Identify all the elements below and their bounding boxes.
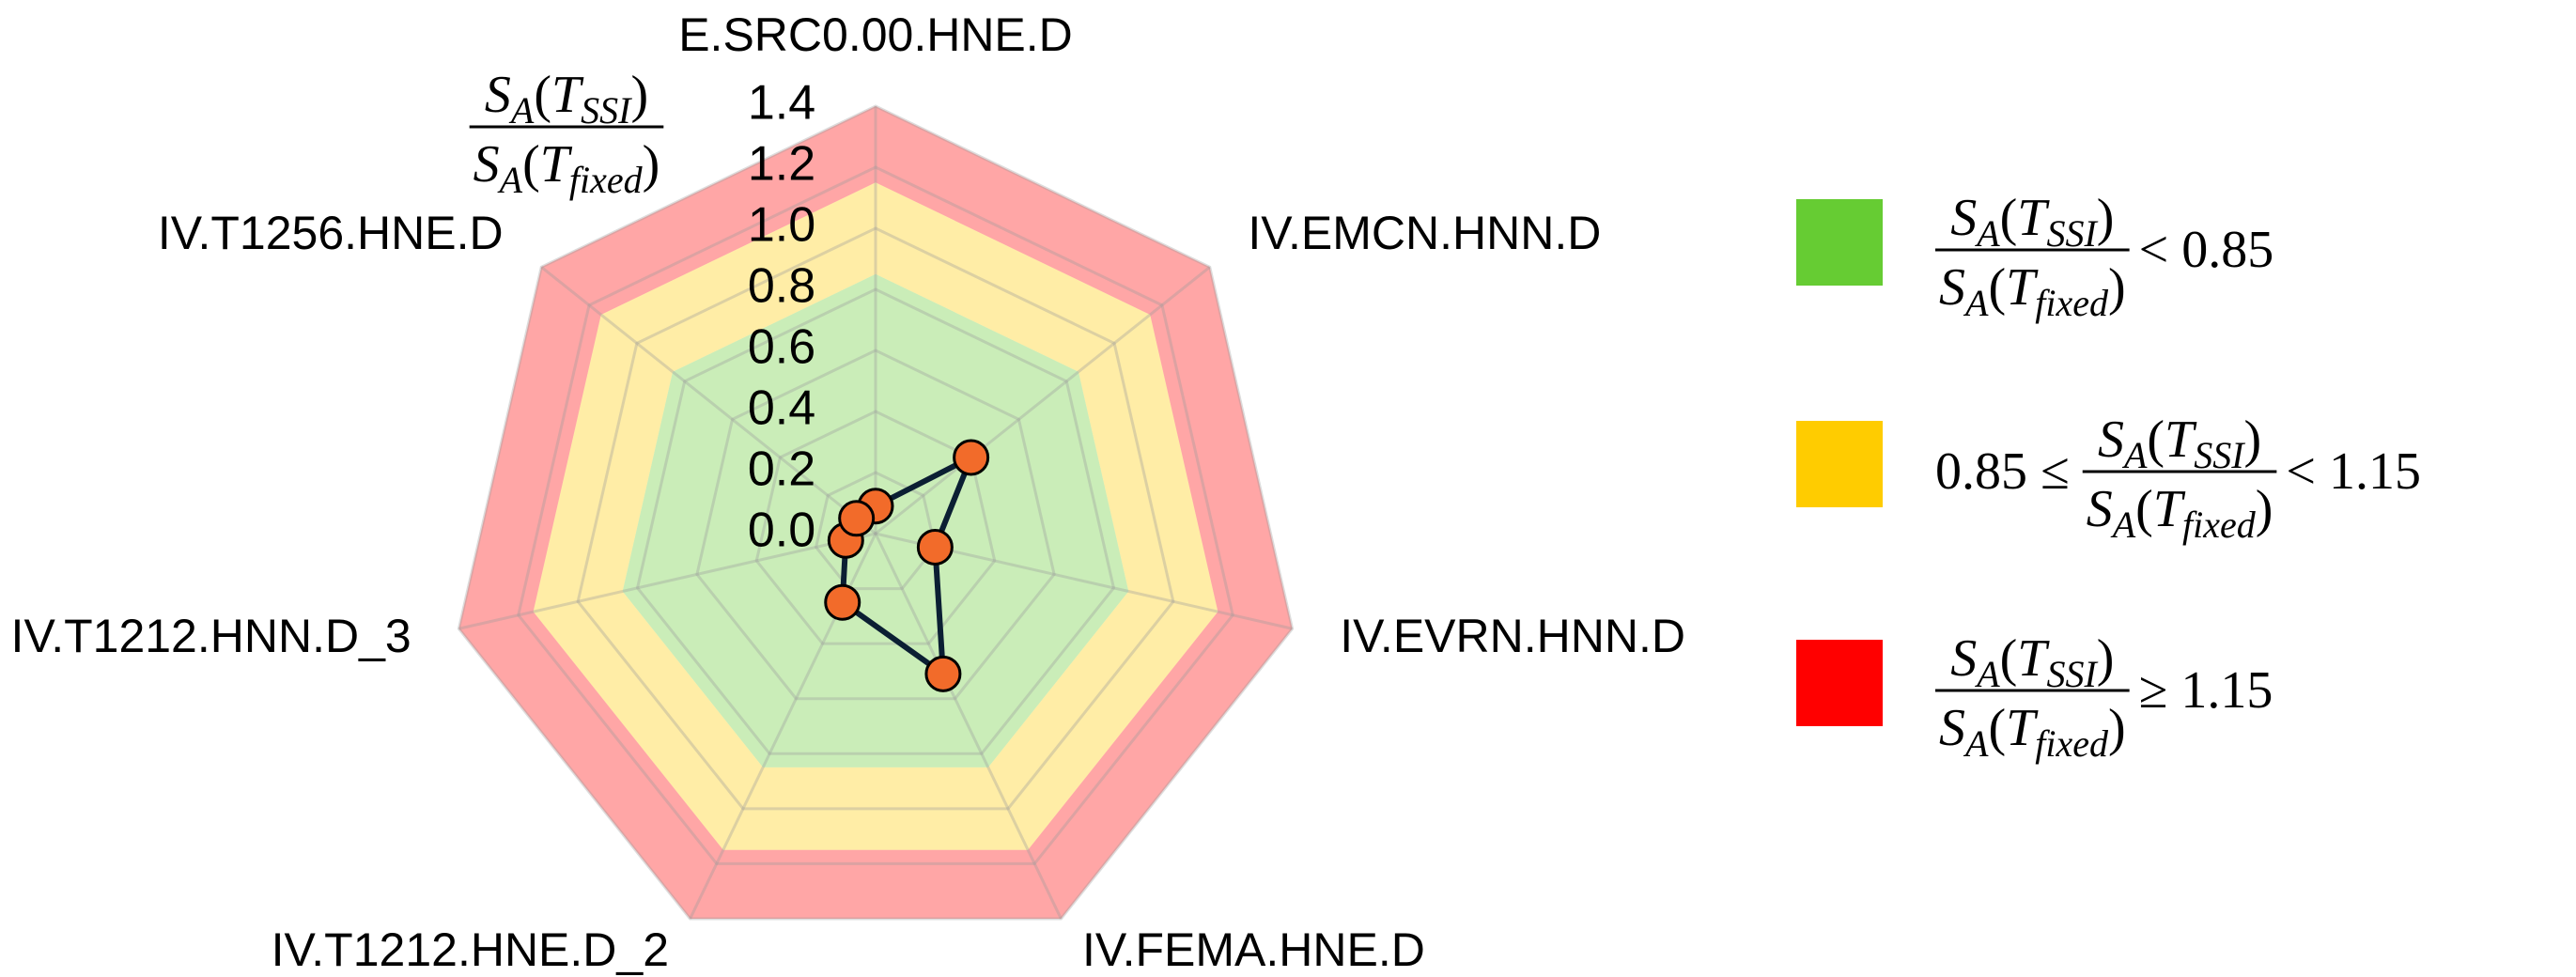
- math-part: ): [2108, 699, 2126, 757]
- r-tick-label: 1.4: [748, 76, 815, 131]
- r-tick-label: 1.2: [748, 137, 815, 192]
- math-part: (: [2000, 189, 2018, 247]
- grid-ring: [576, 226, 1175, 811]
- legend-prefix: 0.85 ≤: [1935, 442, 2070, 501]
- math-part: S: [1950, 189, 1977, 247]
- math-part: SSI: [2046, 653, 2098, 695]
- math-part: T: [540, 135, 573, 194]
- ratio-denominator: SA(Tfixed): [1939, 699, 2126, 765]
- r-tick-label: 0.0: [748, 504, 815, 558]
- r-tick-label: 0.4: [748, 381, 815, 436]
- math-part: (: [2147, 411, 2165, 469]
- data-point: [953, 439, 990, 476]
- math-part: T: [2153, 480, 2186, 538]
- grid-ring: [815, 471, 937, 591]
- math-part: ): [2097, 189, 2115, 247]
- legend-suffix: < 1.15: [2286, 442, 2421, 501]
- math-part: (: [2000, 629, 2018, 688]
- math-part: SSI: [2046, 212, 2098, 255]
- spoke: [874, 533, 1063, 920]
- math-part: fixed: [2035, 722, 2109, 765]
- math-part: S: [1939, 258, 1965, 317]
- category-label: IV.T1256.HNE.D: [158, 207, 504, 259]
- math-part: (: [522, 135, 540, 194]
- math-part: fixed: [2035, 282, 2109, 324]
- math-part: SSI: [581, 89, 632, 132]
- math-part: (: [1988, 258, 2006, 317]
- math-part: S: [1939, 699, 1965, 757]
- spoke: [458, 532, 877, 630]
- r-tick-label: 0.2: [748, 442, 815, 497]
- grid-ring: [635, 287, 1116, 755]
- category-label: IV.EVRN.HNN.D: [1340, 610, 1685, 662]
- math-part: ): [2097, 629, 2115, 688]
- math-part: S: [473, 135, 500, 194]
- math-part: A: [1974, 212, 2000, 255]
- math-part: ): [643, 135, 660, 194]
- data-point: [824, 583, 861, 621]
- r-tick-label: 0.6: [748, 320, 815, 375]
- ratio-denominator: SA(Tfixed): [473, 135, 660, 201]
- math-part: ): [2256, 480, 2273, 538]
- math-part: S: [485, 66, 511, 124]
- math-part: T: [2017, 189, 2050, 247]
- legend-suffix: ≥ 1.15: [2139, 661, 2273, 720]
- math-part: SSI: [2194, 434, 2245, 476]
- math-part: ): [630, 66, 648, 124]
- r-tick-label: 1.0: [748, 198, 815, 253]
- category-label: IV.T1212.HNN.D_3: [11, 610, 411, 662]
- data-point: [924, 655, 962, 692]
- math-part: (: [534, 66, 551, 124]
- math-part: T: [2165, 411, 2197, 469]
- grid-ring: [517, 165, 1234, 865]
- spoke: [875, 266, 1211, 535]
- ratio-numerator: SA(TSSI): [1950, 629, 2114, 695]
- math-part: T: [551, 66, 584, 124]
- math-part: S: [2087, 480, 2113, 538]
- math-part: A: [1963, 722, 1989, 765]
- math-part: (: [1988, 699, 2006, 757]
- legend-suffix: < 0.85: [2139, 221, 2274, 279]
- legend-swatch: [1796, 640, 1883, 726]
- math-part: S: [2098, 411, 2124, 469]
- zone-band: [533, 182, 1218, 850]
- legend-swatch: [1796, 199, 1883, 286]
- data-point: [838, 500, 876, 537]
- ratio-numerator: SA(TSSI): [2098, 411, 2261, 476]
- grid-ring: [695, 349, 1056, 701]
- math-part: A: [1974, 653, 2000, 695]
- grid-ring: [457, 104, 1295, 921]
- math-part: T: [2006, 699, 2039, 757]
- math-part: fixed: [2182, 504, 2257, 546]
- legend-swatch: [1796, 421, 1883, 507]
- math-part: S: [1950, 629, 1977, 688]
- ratio-denominator: SA(Tfixed): [1939, 258, 2126, 324]
- data-point: [916, 528, 954, 566]
- category-label: IV.EMCN.HNN.D: [1248, 207, 1601, 259]
- category-label: IV.T1212.HNE.D_2: [272, 923, 669, 976]
- math-part: ): [2244, 411, 2262, 469]
- math-part: ): [2108, 258, 2126, 317]
- ratio-numerator: SA(TSSI): [1950, 189, 2114, 255]
- math-part: A: [2110, 504, 2136, 546]
- ratio-numerator: SA(TSSI): [485, 66, 648, 132]
- math-part: A: [1963, 282, 1989, 324]
- math-part: T: [2017, 629, 2050, 688]
- ratio-denominator: SA(Tfixed): [2087, 480, 2273, 546]
- r-tick-label: 0.8: [748, 259, 815, 314]
- math-part: A: [497, 159, 523, 201]
- math-part: A: [2121, 434, 2148, 476]
- math-part: fixed: [569, 159, 644, 201]
- spoke: [540, 266, 877, 535]
- category-label: E.SRC0.00.HNE.D: [678, 8, 1073, 61]
- math-part: A: [508, 89, 535, 132]
- category-label: IV.FEMA.HNE.D: [1082, 923, 1425, 976]
- math-part: T: [2006, 258, 2039, 317]
- math-part: (: [2135, 480, 2153, 538]
